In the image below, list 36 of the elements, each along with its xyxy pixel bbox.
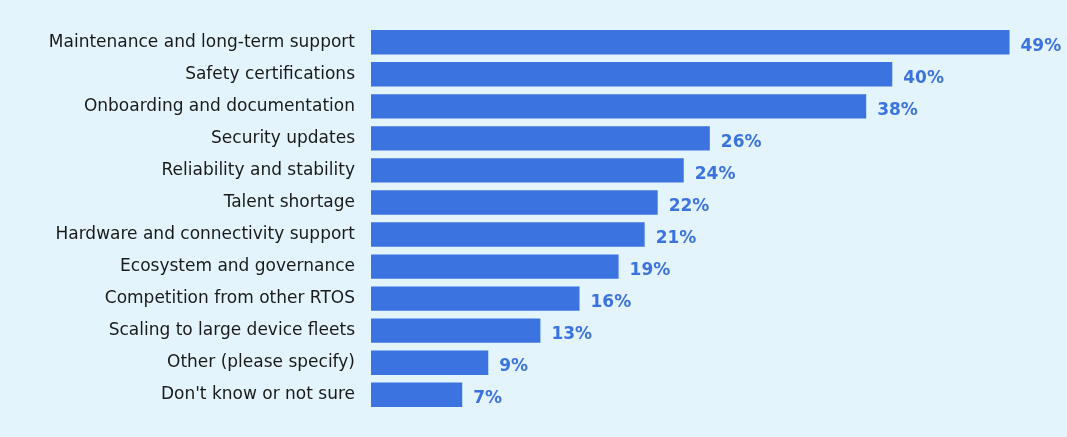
data-label: 24%: [694, 162, 736, 183]
bar: [371, 382, 463, 407]
data-label: 19%: [629, 259, 671, 279]
bar: [371, 222, 645, 247]
bar: [371, 30, 1010, 55]
data-label: 49%: [1020, 34, 1062, 55]
bar: [371, 126, 710, 151]
y-tick-label: Ecosystem and governance: [120, 255, 355, 275]
bar: [371, 318, 541, 343]
y-tick-label: Other (please specify): [167, 351, 355, 372]
bar: [371, 158, 684, 183]
data-label: 21%: [655, 226, 697, 247]
y-tick-label: Scaling to large device fleets: [108, 319, 356, 340]
bar: [371, 254, 619, 279]
bar: [371, 62, 893, 87]
bar: [371, 94, 867, 119]
data-label: 26%: [720, 130, 762, 151]
bar: [371, 190, 658, 215]
y-tick-label: Safety certifications: [185, 62, 356, 83]
data-label: 38%: [877, 98, 918, 119]
y-tick-label: Reliability and stability: [161, 158, 355, 179]
y-tick-label: Hardware and connectivity support: [55, 222, 356, 243]
data-label: 9%: [499, 355, 529, 376]
data-label: 22%: [668, 194, 710, 215]
y-tick-label: Don't know or not sure: [160, 383, 355, 404]
data-label: 13%: [551, 323, 593, 344]
data-label: 7%: [473, 387, 503, 408]
y-tick-label: Security updates: [211, 126, 356, 147]
data-label: 40%: [903, 66, 944, 87]
y-tick-label: Competition from other RTOS: [104, 287, 355, 308]
y-tick-label: Talent shortage: [222, 190, 355, 211]
y-tick-label: Onboarding and documentation: [83, 94, 355, 115]
y-tick-label: Maintenance and long-term support: [48, 30, 356, 51]
data-label: 16%: [590, 291, 632, 312]
bar: [371, 350, 489, 375]
bar: [371, 286, 580, 311]
